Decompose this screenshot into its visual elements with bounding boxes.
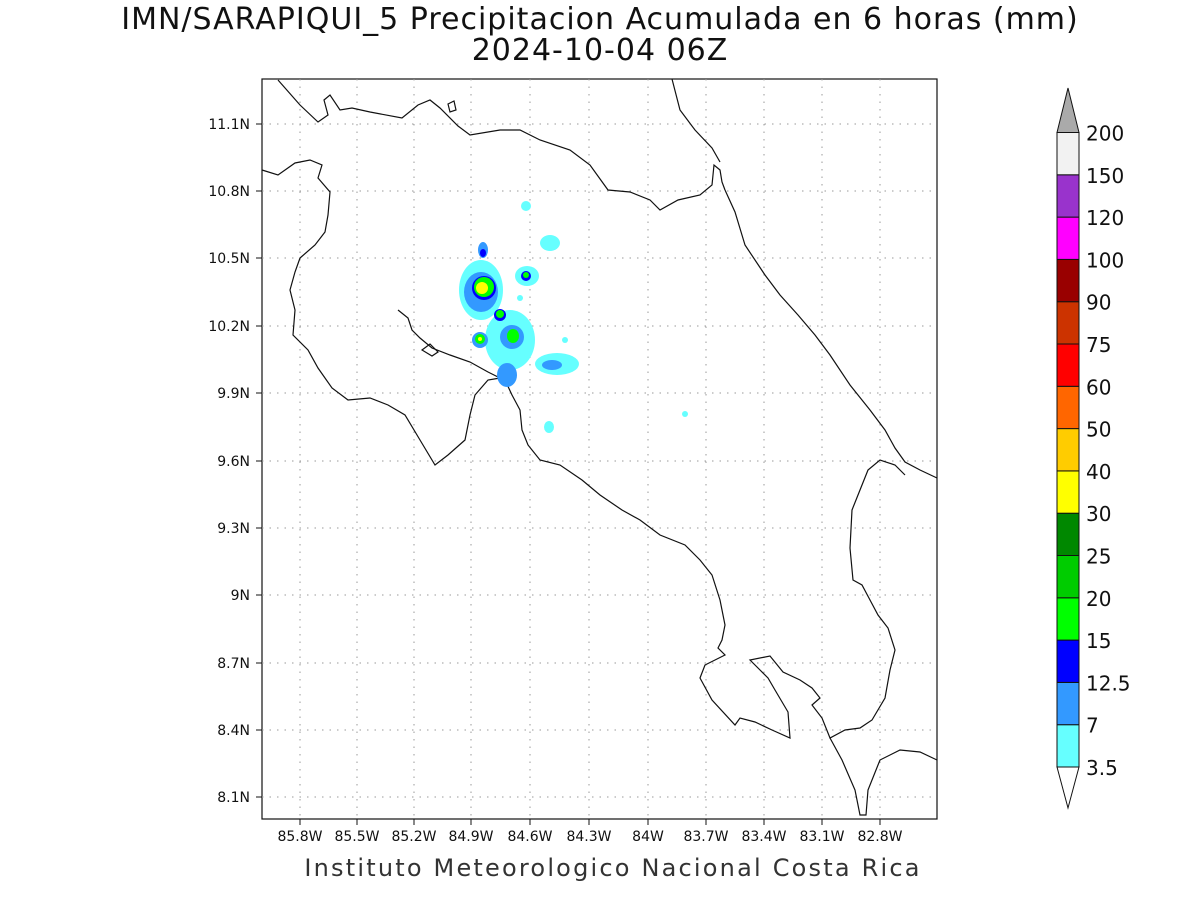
colorbar-label: 60 (1086, 375, 1111, 399)
north-coast-line (277, 79, 726, 211)
rain-cell-7mm (497, 363, 517, 387)
pacific-coast (261, 159, 906, 739)
rain-cell-15mm (496, 310, 504, 318)
x-tick-label: 85.2W (391, 829, 436, 845)
institution-credit: Instituto Meteorologico Nacional Costa R… (304, 854, 922, 882)
colorbar-swatch (1056, 555, 1080, 599)
gulf-of-nicoya (397, 309, 501, 379)
rain-cell-3-5mm (544, 421, 554, 433)
x-tick-label: 84.3W (566, 829, 611, 845)
colorbar-label: 12.5 (1086, 671, 1131, 695)
colorbar-label: 50 (1086, 418, 1111, 442)
colorbar-swatch (1056, 258, 1080, 303)
colorbar-over-arrow (1056, 87, 1080, 133)
colorbar-swatch (1056, 385, 1080, 430)
colorbar-swatch (1056, 512, 1080, 557)
colorbar-label: 40 (1086, 460, 1111, 484)
rain-cell-15mm (523, 272, 529, 278)
colorbar-swatch (1056, 216, 1080, 260)
rain-cell-3-5mm (521, 201, 531, 211)
colorbar-label: 25 (1086, 545, 1111, 569)
colorbar-label: 120 (1086, 206, 1124, 230)
graticule-grid (262, 79, 937, 819)
y-tick-label: 10.5N (208, 251, 250, 267)
colorbar-label: 20 (1086, 587, 1111, 611)
y-tick-label: 11.1N (208, 117, 250, 133)
colorbar-under-arrow (1056, 766, 1080, 810)
y-tick-label: 8.1N (217, 790, 250, 806)
colorbar-label: 100 (1086, 248, 1124, 272)
rain-cell-3-5mm (517, 295, 523, 301)
colorbar-label: 7 (1086, 714, 1099, 738)
rain-cell-12-5mm (480, 249, 486, 257)
colorbar-label: 150 (1086, 164, 1124, 188)
x-tick-label: 84W (632, 829, 664, 845)
rain-cell-3-5mm (562, 337, 568, 343)
x-tick-label: 83.1W (799, 829, 844, 845)
x-tick-label: 85.5W (334, 829, 379, 845)
colorbar-swatch (1056, 132, 1080, 176)
x-tick-label: 84.9W (448, 829, 493, 845)
y-tick-label: 9.3N (217, 521, 250, 537)
y-tick-label: 9.6N (217, 454, 250, 470)
map-axes: 85.8W 85.5W 85.2W 84.9W 84.6W 84.3W 84W 83.7W 83… (208, 117, 902, 845)
rain-cell-15mm (507, 329, 519, 343)
rain-cell-7mm (542, 360, 562, 370)
map-frame (261, 78, 938, 820)
colorbar-swatch (1056, 174, 1080, 218)
colorbar-swatch (1056, 301, 1080, 345)
nicoya-island (420, 343, 439, 357)
colorbar-swatch (1056, 428, 1080, 472)
map-title: IMN/SARAPIQUI_5 Precipitacion Acumulada … (121, 2, 1079, 37)
y-tick-label: 10.2N (208, 319, 250, 335)
y-tick-label: 9.9N (217, 386, 250, 402)
colorbar-label: 90 (1086, 291, 1111, 315)
y-tick-label: 10.8N (208, 184, 250, 200)
colorbar-swatch (1056, 343, 1080, 387)
colorbar-swatch (1056, 470, 1080, 514)
colorbar-swatch (1056, 597, 1080, 641)
rain-cell-30mm (478, 337, 482, 341)
x-tick-label: 82.8W (857, 829, 902, 845)
panama-border-south (829, 737, 938, 816)
colorbar-label: 200 (1086, 122, 1124, 146)
x-tick-label: 83.7W (683, 829, 728, 845)
caribbean-coast-top (671, 78, 721, 163)
precipitation-shading (459, 201, 688, 433)
y-tick-label: 9N (231, 588, 250, 604)
rain-cell-3-5mm (540, 235, 560, 251)
coastline-borders (261, 78, 938, 816)
lake-nicaragua-islet (447, 100, 457, 113)
colorbar-swatch (1056, 724, 1080, 768)
colorbar-label: 30 (1086, 502, 1111, 526)
map-subtitle-datetime: 2024-10-04 06Z (471, 33, 729, 68)
y-tick-label: 8.4N (217, 723, 250, 739)
colorbar-label: 75 (1086, 333, 1111, 357)
colorbar-label: 15 (1086, 629, 1111, 653)
colorbar-label: 3.5 (1086, 756, 1118, 780)
y-tick-label: 8.7N (217, 656, 250, 672)
caribbean-coast (724, 189, 938, 479)
colorbar-legend: 3.5 7 12.5 15 20 25 30 40 50 60 75 90 100 120 150 200 (1056, 87, 1131, 810)
colorbar-swatch (1056, 681, 1080, 726)
rain-cell-3-5mm (682, 411, 688, 417)
x-tick-label: 84.6W (507, 829, 552, 845)
rain-cell-30mm (476, 282, 488, 294)
colorbar-swatch (1056, 639, 1080, 683)
x-tick-label: 83.4W (741, 829, 786, 845)
x-tick-label: 85.8W (277, 829, 322, 845)
